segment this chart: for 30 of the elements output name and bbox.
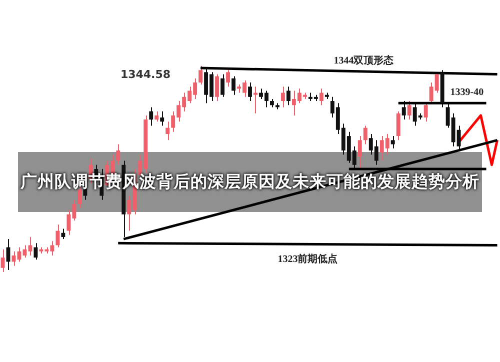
candlestick <box>215 74 220 102</box>
candlestick <box>160 110 164 126</box>
candlestick <box>396 110 400 141</box>
series-label: 1344双顶形态 <box>334 54 395 66</box>
candlestick <box>198 66 203 86</box>
candlestick <box>363 125 368 145</box>
candlestick <box>424 102 428 122</box>
series-label: 1339-40 <box>450 87 484 98</box>
series-label: 1323前期低点 <box>278 253 338 266</box>
candlestick <box>402 100 406 120</box>
candlestick <box>226 70 230 88</box>
candlestick <box>254 86 258 114</box>
candlestick <box>149 106 154 126</box>
candlestick <box>407 100 412 120</box>
candlestick <box>220 74 225 98</box>
candlestick <box>154 110 159 122</box>
candlestick <box>358 136 362 170</box>
candlestick <box>166 121 170 141</box>
candlestick <box>232 76 236 96</box>
candlestick <box>34 242 38 260</box>
candlestick <box>390 136 395 149</box>
candlestick <box>248 82 252 102</box>
candlestick <box>286 86 290 106</box>
candlestick <box>319 88 324 106</box>
candlestick <box>61 228 66 240</box>
candlestick <box>280 86 285 108</box>
candlestick <box>0 248 5 272</box>
candlestick <box>56 224 60 248</box>
candlestick <box>116 144 120 166</box>
annotation: 1344.58 <box>120 68 171 81</box>
